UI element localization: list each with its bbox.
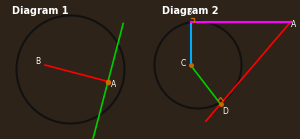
Text: D: D [222,107,228,116]
Text: B: B [35,58,40,66]
Text: C: C [180,59,186,68]
Text: B: B [186,8,192,17]
Text: A: A [111,80,117,89]
Text: Diagram 2: Diagram 2 [162,6,218,16]
Text: A: A [291,20,297,29]
Text: Diagram 1: Diagram 1 [12,6,68,16]
